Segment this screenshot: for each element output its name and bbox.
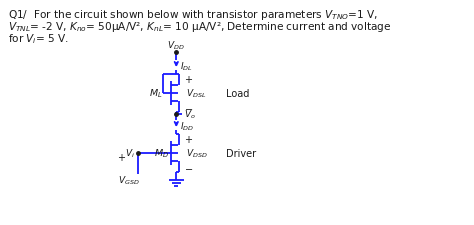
Text: $V_{GSD}$: $V_{GSD}$	[118, 174, 139, 187]
Text: $M_L$: $M_L$	[149, 87, 163, 100]
Text: +: +	[184, 75, 192, 85]
Text: $V_{DD}$: $V_{DD}$	[167, 39, 185, 52]
Text: +: +	[117, 152, 125, 162]
Text: $M_D$: $M_D$	[154, 147, 169, 160]
Text: $I_{DL}$: $I_{DL}$	[180, 61, 193, 73]
Text: Load: Load	[226, 89, 249, 99]
Text: $I_{DD}$: $I_{DD}$	[180, 120, 194, 133]
Text: $-$: $-$	[184, 162, 193, 172]
Text: $V_{DSL}$: $V_{DSL}$	[186, 87, 206, 100]
Text: $V_i$: $V_i$	[126, 147, 135, 160]
Text: $-$: $-$	[184, 103, 193, 112]
Text: Driver: Driver	[226, 148, 256, 158]
Text: $V_{DSD}$: $V_{DSD}$	[186, 147, 208, 160]
Text: $V_{TNL}$= -2 V, $K_{no}$= 50μA/V², $K_{nL}$= 10 μA/V², Determine current and vo: $V_{TNL}$= -2 V, $K_{no}$= 50μA/V², $K_{…	[8, 20, 391, 34]
Text: $V_o$: $V_o$	[184, 108, 196, 121]
Text: for $V_i$= 5 V.: for $V_i$= 5 V.	[8, 32, 69, 46]
Text: +: +	[184, 134, 192, 144]
Text: Q1/  For the circuit shown below with transistor parameters $V_{TNO}$=1 V,: Q1/ For the circuit shown below with tra…	[8, 8, 378, 22]
